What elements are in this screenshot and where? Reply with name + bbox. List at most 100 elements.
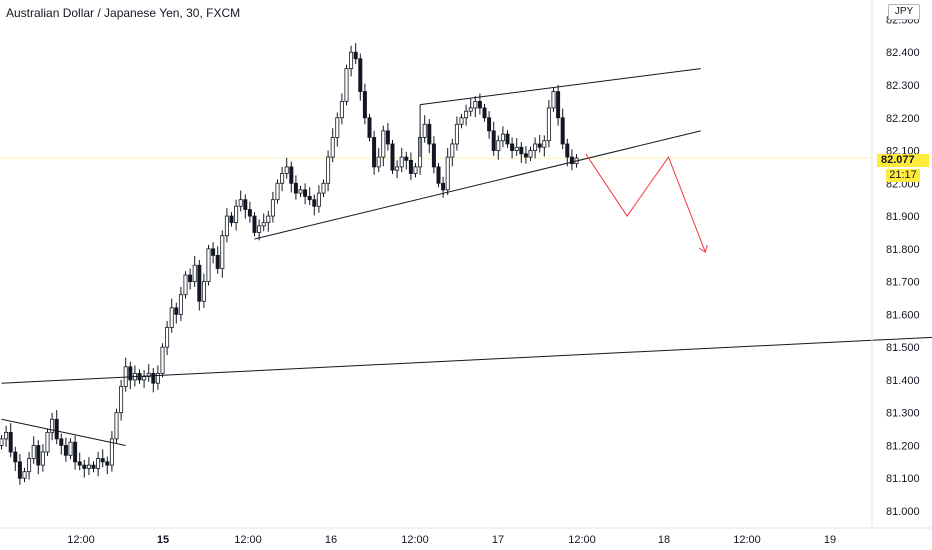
time-tick-label: 12:00	[67, 534, 95, 546]
candle-up	[275, 182, 280, 201]
candle-down	[59, 438, 64, 446]
candle-down	[105, 461, 110, 466]
candle-down	[390, 143, 395, 171]
candle-down	[537, 143, 542, 148]
price-tick-label: 82.200	[886, 113, 920, 125]
candle-up	[298, 189, 303, 194]
candle-up	[349, 51, 354, 70]
candle-up	[0, 438, 4, 446]
price-tick-label: 81.800	[886, 244, 920, 256]
price-tick-label: 81.900	[886, 211, 920, 223]
candle-down	[358, 58, 363, 92]
candle-up	[445, 156, 450, 191]
currency-badge[interactable]: JPY	[888, 4, 920, 20]
candle-up	[40, 451, 45, 466]
candle-down	[197, 264, 202, 302]
candle-up	[399, 156, 404, 168]
candle-down	[408, 159, 413, 174]
trendlines[interactable]	[1, 68, 932, 446]
candle-down	[482, 107, 487, 119]
candle-down	[54, 418, 59, 440]
candle-down	[63, 445, 68, 456]
candle-up	[514, 146, 519, 151]
candle-up	[114, 412, 119, 440]
projection-arrowhead	[699, 244, 708, 253]
candle-up	[22, 471, 27, 479]
candle-up	[335, 117, 340, 138]
descending-trendline[interactable]	[1, 418, 126, 446]
candle-up	[183, 274, 188, 296]
price-tick-label: 81.000	[886, 506, 920, 518]
candle-up	[500, 133, 505, 142]
candle-down	[77, 461, 82, 466]
time-tick-label: 15	[157, 534, 169, 546]
price-tick-label: 81.700	[886, 277, 920, 289]
projection-path[interactable]	[585, 153, 708, 253]
candle-up	[206, 248, 211, 283]
candle-up	[344, 68, 349, 102]
candle-up	[68, 441, 73, 456]
candle-down	[427, 123, 432, 145]
price-tick-label: 81.600	[886, 309, 920, 321]
candle-up	[178, 294, 183, 315]
candle-down	[289, 166, 294, 184]
candle-down	[215, 254, 220, 269]
candle-up	[142, 376, 147, 381]
price-tick-label: 82.300	[886, 80, 920, 92]
candle-up	[395, 166, 400, 171]
candle-up	[473, 100, 478, 109]
chart-title: Australian Dollar / Japanese Yen, 30, FX…	[6, 6, 241, 20]
bar-countdown-label: 21:17	[886, 169, 920, 182]
candle-down	[431, 143, 436, 168]
candle-down	[8, 431, 13, 453]
rising-wedge-upper-line[interactable]	[420, 68, 701, 106]
time-tick-label: 18	[658, 534, 670, 546]
time-tick-label: 16	[325, 534, 337, 546]
rising-wedge-lower-line[interactable]	[254, 130, 701, 240]
time-tick-label: 12:00	[401, 534, 429, 546]
candle-up	[542, 140, 547, 148]
price-tick-label: 82.400	[886, 47, 920, 59]
candle-up	[4, 431, 9, 440]
candle-down	[441, 182, 446, 191]
price-tick-label: 81.300	[886, 408, 920, 420]
candle-down	[82, 464, 87, 469]
candle-up	[270, 199, 275, 217]
candle-down	[307, 196, 312, 201]
long-support-trendline[interactable]	[1, 336, 932, 384]
time-axis[interactable]: 12:00 15 12:00 16 12:00 17 12:00 18 12:00 19	[67, 534, 836, 546]
time-tick-label: 19	[824, 534, 836, 546]
candle-up	[155, 372, 160, 384]
candle-up	[413, 166, 418, 174]
candle-up	[201, 281, 206, 302]
candle-down	[487, 117, 492, 132]
projection-zigzag[interactable]	[585, 153, 706, 253]
price-tick-label: 81.400	[886, 375, 920, 387]
candle-up	[109, 438, 114, 466]
candle-up	[330, 137, 335, 158]
candle-down	[243, 199, 248, 210]
candle-up	[450, 143, 455, 158]
time-tick-label: 12:00	[733, 534, 761, 546]
candle-up	[224, 215, 229, 237]
candle-up	[381, 130, 386, 158]
candle-up	[533, 143, 538, 151]
candle-up	[160, 346, 165, 374]
candle-up	[284, 166, 289, 174]
candle-down	[569, 156, 574, 165]
price-axis[interactable]: 81.000 81.100 81.200 81.300 81.400 81.500 81.6…	[886, 14, 920, 518]
candle-up	[496, 140, 501, 151]
candle-up	[192, 264, 197, 283]
candle-down	[404, 156, 409, 161]
price-tick-label: 81.500	[886, 342, 920, 354]
candle-up	[86, 464, 91, 469]
candle-down	[229, 215, 234, 224]
candle-up	[454, 123, 459, 145]
candle-up	[321, 182, 326, 194]
candle-down	[17, 461, 22, 479]
time-tick-label: 12:00	[234, 534, 262, 546]
candle-up	[234, 205, 239, 224]
candle-down	[13, 451, 18, 463]
candle-up	[165, 327, 170, 348]
